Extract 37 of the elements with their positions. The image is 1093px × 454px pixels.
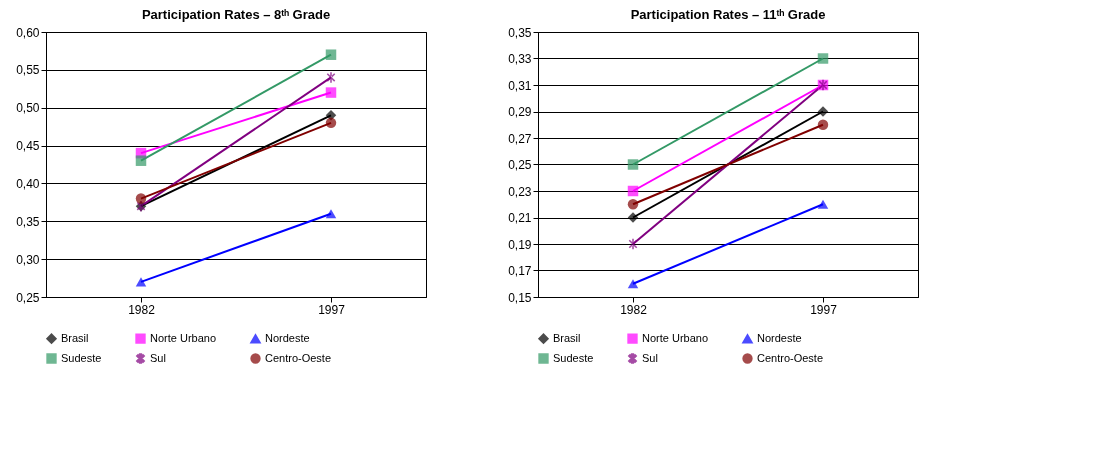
y-tick-label: 0,27 (508, 131, 532, 146)
x-tick-label: 1982 (128, 302, 156, 317)
x-tick-label: 1997 (318, 302, 346, 317)
y-tick-label: 0,35 (16, 214, 40, 229)
legend-label: Sul (642, 351, 658, 364)
y-tick-label: 0,15 (508, 290, 532, 305)
legend-label: Nordeste (265, 331, 310, 344)
y-tick-label: 0,30 (16, 252, 40, 267)
y-tick-label: 0,55 (16, 63, 40, 78)
y-tick-label: 0,23 (508, 184, 532, 199)
y-tick-label: 0,19 (508, 237, 532, 252)
y-tick-label: 0,21 (508, 211, 532, 225)
y-tick-label: 0,40 (16, 176, 40, 191)
y-tick-label: 0,50 (16, 101, 40, 116)
legend-label: Sul (150, 351, 166, 364)
legend-label: Nordeste (757, 331, 802, 344)
y-tick-label: 0,60 (16, 25, 40, 40)
x-tick-label: 1997 (810, 302, 838, 317)
y-tick-label: 0,29 (508, 105, 532, 119)
legend-label: Sudeste (553, 351, 594, 364)
y-tick-label: 0,35 (508, 25, 532, 40)
y-tick-label: 0,33 (508, 52, 532, 66)
legend-label: Norte Urbano (642, 331, 709, 344)
y-tick-label: 0,25 (508, 158, 532, 172)
chart-title: Participation Rates – 11ᵗʰ Grade (630, 7, 826, 22)
y-tick-label: 0,31 (508, 78, 532, 93)
x-tick-label: 1982 (620, 302, 648, 317)
legend-label: Centro-Oeste (757, 351, 824, 364)
legend-label: Centro-Oeste (265, 351, 332, 364)
legend-label: Brasil (553, 331, 581, 344)
legend-label: Sudeste (61, 351, 102, 364)
y-tick-label: 0,25 (16, 290, 40, 305)
chart-title: Participation Rates – 8ᵗʰ Grade (141, 7, 331, 22)
y-tick-label: 0,17 (508, 264, 532, 278)
legend-label: Norte Urbano (150, 331, 217, 344)
y-tick-label: 0,45 (16, 139, 40, 154)
legend-label: Brasil (61, 331, 89, 344)
